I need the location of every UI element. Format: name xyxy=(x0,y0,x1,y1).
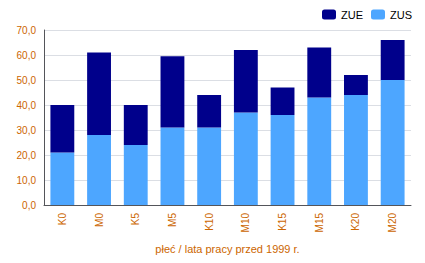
svg-text:płeć / lata pracy przed 1999 r: płeć / lata pracy przed 1999 r. xyxy=(155,243,299,255)
svg-text:M5: M5 xyxy=(167,213,178,227)
svg-text:K20: K20 xyxy=(350,213,361,231)
svg-text:50,0: 50,0 xyxy=(17,75,37,86)
svg-text:K10: K10 xyxy=(204,213,215,231)
svg-text:K5: K5 xyxy=(130,213,141,226)
svg-text:70,0: 70,0 xyxy=(17,25,37,36)
svg-text:K15: K15 xyxy=(277,213,288,231)
svg-text:M20: M20 xyxy=(387,213,398,233)
svg-text:ZUS: ZUS xyxy=(390,9,412,21)
svg-text:M15: M15 xyxy=(314,213,325,233)
svg-text:40,0: 40,0 xyxy=(17,100,37,111)
svg-text:30,0: 30,0 xyxy=(17,125,37,136)
svg-text:10,0: 10,0 xyxy=(17,175,37,186)
svg-text:M10: M10 xyxy=(240,213,251,233)
svg-text:K0: K0 xyxy=(57,213,68,226)
svg-text:20,0: 20,0 xyxy=(17,150,37,161)
svg-text:60,0: 60,0 xyxy=(17,50,37,61)
svg-text:M0: M0 xyxy=(94,213,105,227)
svg-text:0,0: 0,0 xyxy=(22,200,36,211)
svg-text:ZUE: ZUE xyxy=(341,9,363,21)
